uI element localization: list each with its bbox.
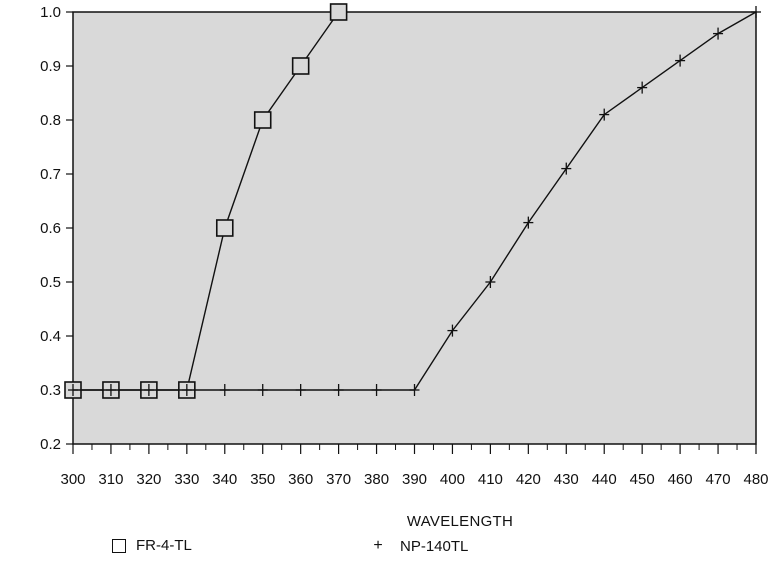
square-marker xyxy=(215,219,234,237)
series-group xyxy=(64,3,761,399)
x-tick-label: 390 xyxy=(402,471,427,488)
x-axis: 300 310 320 330 340 350 360 370 380 390 400 410 420 4… xyxy=(60,444,769,488)
y-tick-label: 0.8 xyxy=(40,112,61,129)
x-tick-label: 460 xyxy=(668,471,693,488)
plot-area xyxy=(72,11,757,445)
y-tick-label: 0.5 xyxy=(40,274,61,291)
plus-marker xyxy=(561,162,572,175)
plus-marker xyxy=(713,27,724,40)
x-tick-label: 360 xyxy=(288,471,313,488)
y-tick-label: 0.9 xyxy=(40,58,61,75)
x-tick-label: 430 xyxy=(554,471,579,488)
y-tick-label: 0.7 xyxy=(40,166,61,183)
x-tick-label: 340 xyxy=(212,471,237,488)
square-marker xyxy=(329,3,348,21)
x-tick-label: 380 xyxy=(364,471,389,488)
legend-label: NP-140TL xyxy=(400,537,469,555)
plus-marker xyxy=(485,276,496,288)
plus-marker xyxy=(637,81,648,94)
x-tick-label: 350 xyxy=(250,471,275,488)
plus-marker xyxy=(257,384,268,396)
x-tick-label: 440 xyxy=(592,471,617,488)
plus-marker xyxy=(219,384,230,396)
legend-item-np140tl: + NP-140TL xyxy=(370,537,468,555)
x-tick-label: 330 xyxy=(174,471,199,488)
square-marker-icon xyxy=(112,538,126,553)
y-axis: 0.2 0.3 0.4 0.5 0.6 0.7 0.8 0.9 1.0 xyxy=(40,4,73,453)
x-tick-label: 300 xyxy=(60,471,85,488)
x-tick-label: 320 xyxy=(136,471,161,488)
y-tick-label: 0.4 xyxy=(40,328,61,345)
x-tick-label: 400 xyxy=(440,471,465,488)
x-tick-label: 480 xyxy=(743,471,768,488)
plus-marker xyxy=(143,384,154,396)
y-tick-label: 1.0 xyxy=(40,4,61,21)
legend-item-fr4tl: FR-4-TL xyxy=(112,537,192,554)
plus-marker xyxy=(409,384,420,396)
plus-marker xyxy=(675,54,686,67)
plus-marker xyxy=(751,6,761,18)
x-tick-label: 370 xyxy=(326,471,351,488)
legend-label: FR-4-TL xyxy=(136,537,192,554)
square-marker xyxy=(291,57,310,75)
y-tick-label: 0.3 xyxy=(40,382,61,399)
plus-marker xyxy=(523,216,534,229)
y-tick-label: 0.6 xyxy=(40,220,61,237)
plus-marker xyxy=(68,384,78,396)
plus-marker xyxy=(295,384,306,396)
plus-marker xyxy=(181,384,192,396)
plus-marker xyxy=(447,324,458,337)
plus-marker-icon: + xyxy=(373,537,383,554)
x-tick-label: 450 xyxy=(630,471,655,488)
y-tick-label: 0.2 xyxy=(40,436,61,453)
plus-marker xyxy=(105,384,116,396)
x-tick-label: 310 xyxy=(98,471,123,488)
x-axis-label: WAVELENGTH xyxy=(406,513,514,530)
x-tick-label: 470 xyxy=(706,471,731,488)
square-marker xyxy=(253,111,272,129)
plus-marker xyxy=(333,384,344,396)
x-tick-label: 420 xyxy=(516,471,541,488)
plus-marker xyxy=(599,108,610,121)
plus-marker xyxy=(371,384,382,396)
x-tick-label: 410 xyxy=(478,471,503,488)
